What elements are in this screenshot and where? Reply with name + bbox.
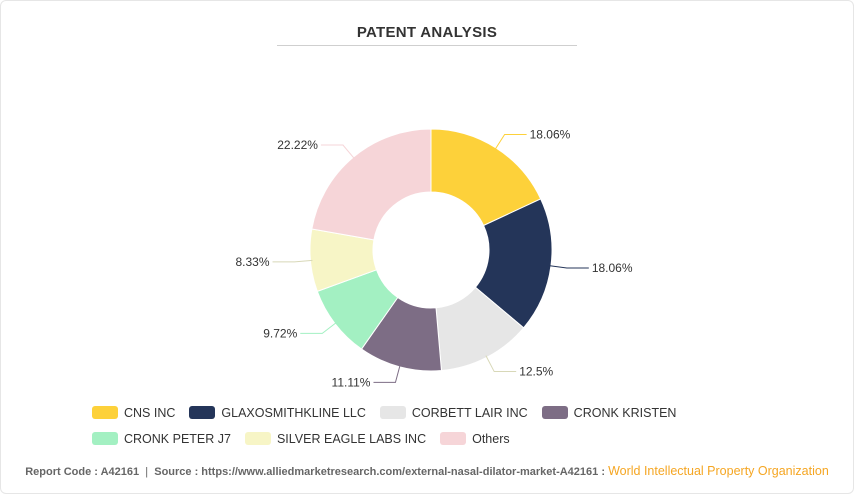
source-organization: World Intellectual Property Organization [608,464,829,478]
legend-label: CRONK PETER J7 [124,431,231,446]
legend-label: CNS INC [124,405,176,420]
data-label-cronk-peter-j7: 9.72% [263,326,297,340]
legend-swatch [541,406,568,419]
legend-item-cronk-peter-j7[interactable]: CRONK PETER J7 [92,430,231,447]
leader-line-others [320,144,355,160]
legend-item-silver-eagle-labs-inc[interactable]: SILVER EAGLE LABS INC [244,430,427,447]
legend-swatch [92,432,118,445]
legend-item-others[interactable]: Others [440,430,510,447]
footer-separator: | [145,466,149,478]
source-footer: Report Code : A42161 | Source : https://… [0,464,854,478]
data-label-glaxosmithkline-llc: 18.06% [592,261,633,275]
leader-line-corbett-lair-inc [485,355,517,373]
data-label-cns-inc: 18.06% [530,127,571,141]
legend-swatch [189,406,216,419]
leader-line-cronk-peter-j7 [300,322,337,334]
legend-swatch [244,432,271,445]
legend-item-cronk-kristen[interactable]: CRONK KRISTEN [541,404,677,421]
leader-line-silver-eagle-labs-inc [272,259,313,263]
data-label-cronk-kristen: 11.11% [332,375,371,389]
legend-label: CORBETT LAIR INC [411,405,528,420]
source-text: Source : https://www.alliedmarketresearc… [154,466,605,478]
title-divider [277,45,577,46]
data-label-silver-eagle-labs-inc: 8.33% [235,255,269,269]
report-code: Report Code : A42161 [25,466,140,478]
legend-label: CRONK KRISTEN [573,405,677,420]
leader-line-cns-inc [494,133,527,150]
chart-title: PATENT ANALYSIS [356,24,498,41]
legend-swatch [440,432,467,445]
data-label-corbett-lair-inc: 12.5% [519,365,553,379]
legend-swatch [379,406,406,419]
leader-line-glaxosmithkline-llc [548,265,589,269]
legend-item-glaxosmithkline-llc[interactable]: GLAXOSMITHKLINE LLC [189,404,366,421]
legend-label: Others [472,431,510,446]
legend-item-corbett-lair-inc[interactable]: CORBETT LAIR INC [379,404,528,421]
leader-line-cronk-kristen [373,364,401,383]
slice-others[interactable] [311,128,432,241]
legend-label: SILVER EAGLE LABS INC [276,431,427,446]
legend-item-cns-inc[interactable]: CNS INC [92,404,175,421]
legend-label: GLAXOSMITHKLINE LLC [221,405,366,420]
data-label-others: 22.22% [277,138,318,152]
legend-swatch [92,406,118,419]
chart-legend: CNS INC GLAXOSMITHKLINE LLC CORBETT LAIR I… [92,404,812,447]
